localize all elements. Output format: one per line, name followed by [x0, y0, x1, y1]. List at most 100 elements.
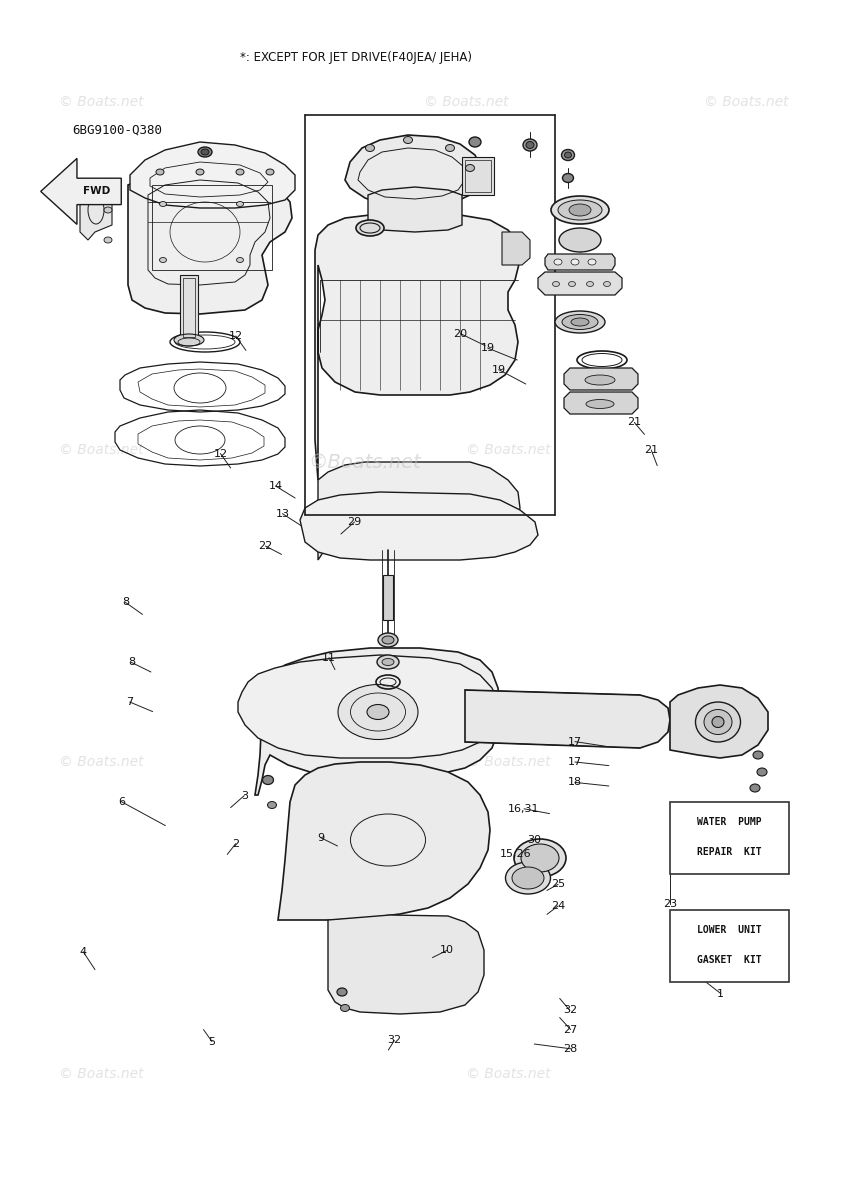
Bar	[670, 802, 789, 874]
Polygon shape	[538, 272, 622, 295]
Polygon shape	[238, 655, 500, 758]
Ellipse shape	[159, 202, 166, 206]
Text: © Boats.net: © Boats.net	[59, 95, 144, 109]
Ellipse shape	[266, 169, 274, 175]
Bar	[183, 278, 195, 337]
Ellipse shape	[750, 784, 760, 792]
Polygon shape	[278, 762, 490, 920]
Ellipse shape	[512, 866, 544, 889]
Text: 2: 2	[232, 839, 239, 848]
Polygon shape	[465, 690, 670, 748]
Text: 18: 18	[568, 778, 582, 787]
Text: 24: 24	[551, 901, 565, 911]
Ellipse shape	[156, 169, 164, 175]
Text: 13: 13	[276, 509, 289, 518]
Ellipse shape	[236, 169, 244, 175]
Text: GASKET  KIT: GASKET KIT	[697, 955, 762, 965]
Ellipse shape	[382, 636, 394, 644]
Ellipse shape	[104, 179, 112, 185]
Ellipse shape	[466, 164, 475, 172]
Ellipse shape	[586, 400, 614, 408]
Text: 9: 9	[317, 833, 324, 842]
Text: © Boats.net: © Boats.net	[466, 755, 551, 769]
Text: 17: 17	[568, 757, 582, 767]
Ellipse shape	[404, 137, 412, 144]
Text: 7: 7	[126, 697, 133, 707]
Text: 22: 22	[259, 541, 272, 551]
Text: 1: 1	[717, 989, 724, 998]
Ellipse shape	[561, 150, 574, 161]
Polygon shape	[368, 187, 462, 232]
Text: 30: 30	[527, 835, 541, 845]
Text: LOWER  UNIT: LOWER UNIT	[697, 925, 762, 935]
Ellipse shape	[377, 655, 399, 670]
Polygon shape	[255, 648, 500, 794]
Ellipse shape	[378, 634, 398, 647]
Ellipse shape	[198, 146, 212, 157]
Polygon shape	[300, 492, 538, 560]
Ellipse shape	[505, 862, 550, 894]
Ellipse shape	[104, 206, 112, 214]
Ellipse shape	[565, 152, 572, 158]
Text: REPAIR  KIT: REPAIR KIT	[697, 847, 762, 857]
Polygon shape	[315, 215, 520, 480]
Text: © Boats.net: © Boats.net	[59, 1067, 144, 1081]
Ellipse shape	[469, 137, 481, 146]
Text: 12: 12	[214, 449, 227, 458]
Bar	[383, 575, 393, 620]
Polygon shape	[80, 182, 112, 240]
Ellipse shape	[753, 751, 763, 758]
Ellipse shape	[523, 139, 537, 151]
Text: 3: 3	[241, 791, 248, 800]
Text: 12: 12	[229, 331, 243, 341]
Ellipse shape	[585, 374, 615, 385]
Ellipse shape	[712, 716, 724, 727]
Ellipse shape	[263, 775, 274, 785]
Polygon shape	[345, 134, 482, 206]
Ellipse shape	[757, 768, 767, 776]
Text: 28: 28	[564, 1044, 577, 1054]
Ellipse shape	[571, 259, 579, 265]
Text: 15,26: 15,26	[499, 850, 532, 859]
Ellipse shape	[571, 318, 589, 326]
Text: 17: 17	[568, 737, 582, 746]
Text: © Boats.net: © Boats.net	[466, 443, 551, 457]
Ellipse shape	[201, 149, 209, 155]
Polygon shape	[130, 142, 295, 208]
Ellipse shape	[514, 839, 566, 877]
Text: 19: 19	[492, 365, 505, 374]
Text: © Boats.net: © Boats.net	[424, 95, 509, 109]
Text: 20: 20	[454, 329, 467, 338]
Ellipse shape	[555, 311, 605, 332]
Text: 16,31: 16,31	[508, 804, 540, 814]
Ellipse shape	[526, 142, 534, 149]
Text: ©Boats.net: ©Boats.net	[309, 452, 421, 472]
Polygon shape	[328, 914, 484, 1014]
Ellipse shape	[559, 228, 601, 252]
Polygon shape	[564, 368, 638, 390]
Text: 27: 27	[564, 1025, 577, 1034]
Text: 10: 10	[440, 946, 454, 955]
Ellipse shape	[588, 259, 596, 265]
Text: 29: 29	[348, 517, 361, 527]
Polygon shape	[670, 685, 768, 758]
Text: 32: 32	[388, 1036, 401, 1045]
Polygon shape	[41, 158, 121, 224]
Ellipse shape	[704, 709, 732, 734]
Ellipse shape	[569, 204, 591, 216]
Text: © Boats.net: © Boats.net	[59, 755, 144, 769]
Ellipse shape	[104, 236, 112, 242]
Text: WATER  PUMP: WATER PUMP	[697, 817, 762, 827]
Bar	[462, 157, 494, 194]
Ellipse shape	[568, 282, 576, 287]
Text: 21: 21	[628, 418, 641, 427]
Ellipse shape	[174, 334, 204, 346]
Text: *: EXCEPT FOR JET DRIVE(F40JEA/ JEHA): *: EXCEPT FOR JET DRIVE(F40JEA/ JEHA)	[240, 52, 472, 64]
Text: 14: 14	[269, 481, 282, 491]
Ellipse shape	[558, 200, 602, 220]
Text: 32: 32	[563, 1006, 577, 1015]
Ellipse shape	[341, 1004, 349, 1012]
Text: 25: 25	[551, 880, 565, 889]
Ellipse shape	[695, 702, 740, 742]
Text: 8: 8	[128, 658, 135, 667]
